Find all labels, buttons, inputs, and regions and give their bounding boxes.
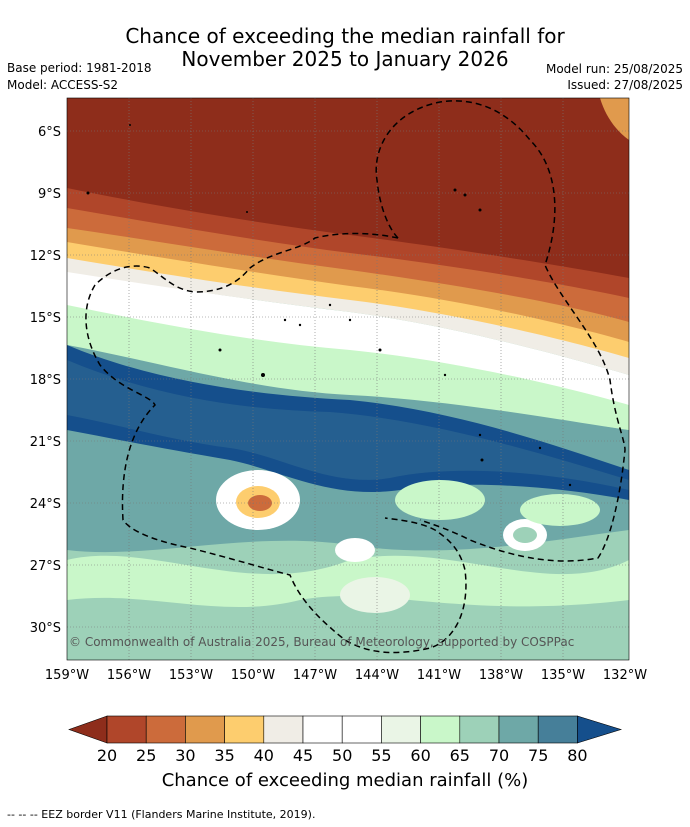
map-field <box>67 98 629 660</box>
longitude-label: 138°W <box>479 668 523 683</box>
map-title-line1: Chance of exceeding the median rainfall … <box>125 24 565 48</box>
colorbar-tick-label: 60 <box>410 746 430 765</box>
colorbar-tick-label: 30 <box>175 746 195 765</box>
latitude-label: 21°S <box>30 435 61 450</box>
colorbar-segment <box>459 715 500 744</box>
colorbar-tick-label: 35 <box>214 746 234 765</box>
map-frame <box>66 97 630 661</box>
colorbar-low-extension <box>68 715 108 744</box>
longitude-label: 147°W <box>293 668 337 683</box>
colorbar-high-extension <box>577 715 623 744</box>
latitude-label: 12°S <box>30 249 61 264</box>
colorbar-segment <box>263 715 304 744</box>
eez-legend-note: -- -- -- EEZ border V11 (Flanders Marine… <box>7 808 316 821</box>
model-run: Model run: 25/08/2025 <box>545 62 683 76</box>
latitude-label: 6°S <box>38 125 61 140</box>
graticule <box>67 98 629 660</box>
latitude-label: 18°S <box>30 373 61 388</box>
colorbar-segment <box>302 715 343 744</box>
latitude-label: 24°S <box>30 497 61 512</box>
colorbar-segment <box>537 715 578 744</box>
longitude-label: 159°W <box>45 668 89 683</box>
colorbar-tick-label: 45 <box>293 746 313 765</box>
latitude-label: 27°S <box>30 559 61 574</box>
colorbar-segment <box>224 715 265 744</box>
colorbar-segment <box>420 715 461 744</box>
model-name: Model: ACCESS-S2 <box>7 78 119 92</box>
copyright-notice: © Commonwealth of Australia 2025, Bureau… <box>69 635 574 649</box>
colorbar-segment <box>498 715 539 744</box>
latitude-label: 30°S <box>30 621 61 636</box>
longitude-label: 141°W <box>417 668 461 683</box>
colorbar-segment <box>185 715 225 744</box>
colorbar-segment <box>106 715 147 744</box>
colorbar-tick-label: 70 <box>489 746 509 765</box>
colorbar-tick-label: 40 <box>254 746 274 765</box>
colorbar-tick-label: 65 <box>450 746 470 765</box>
longitude-label: 153°W <box>169 668 213 683</box>
longitude-label: 144°W <box>355 668 399 683</box>
map-title-line2: November 2025 to January 2026 <box>181 47 509 71</box>
longitude-label: 135°W <box>541 668 585 683</box>
latitude-label: 9°S <box>38 187 61 202</box>
longitude-labels: 159°W 156°W 153°W 150°W 147°W 144°W 141°W 138°W… <box>45 668 647 683</box>
base-period: Base period: 1981-2018 <box>7 61 152 75</box>
issued-date: Issued: 27/08/2025 <box>567 78 683 92</box>
colorbar-tick-label: 20 <box>97 746 117 765</box>
colorbar-title: Chance of exceeding median rainfall (%) <box>161 770 529 791</box>
islands <box>86 124 572 487</box>
latitude-label: 15°S <box>30 311 61 326</box>
longitude-label: 150°W <box>231 668 275 683</box>
colorbar-segment <box>341 715 382 744</box>
longitude-label: 156°W <box>107 668 151 683</box>
eez-border <box>85 100 626 654</box>
colorbar-tick-label: 50 <box>332 746 352 765</box>
colorbar-segment <box>145 715 186 744</box>
latitude-labels: 6°S 9°S 12°S 15°S 18°S 21°S 24°S 27°S 30°S <box>30 125 61 636</box>
longitude-label: 132°W <box>603 668 647 683</box>
colorbar-tick-label: 75 <box>528 746 548 765</box>
colorbar-tick-label: 80 <box>567 746 587 765</box>
colorbar-tick-label: 55 <box>371 746 391 765</box>
colorbar: 20 25 30 35 40 45 50 55 60 65 70 75 80 <box>68 715 623 765</box>
colorbar-tick-label: 25 <box>136 746 156 765</box>
colorbar-segment <box>381 715 421 744</box>
